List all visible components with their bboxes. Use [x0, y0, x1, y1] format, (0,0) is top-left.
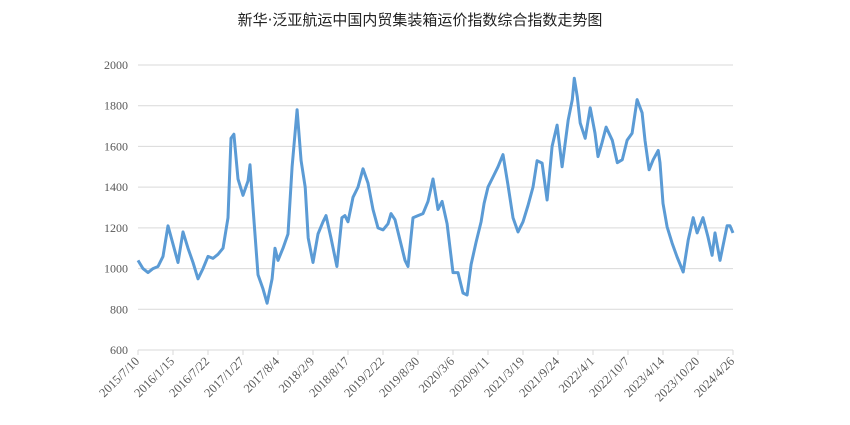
y-tick-label: 800	[110, 302, 128, 316]
y-tick-label: 2000	[104, 58, 128, 72]
x-tick-label: 2017/8/4	[241, 354, 283, 396]
y-tick-label: 1400	[104, 180, 128, 194]
y-tick-label: 1200	[104, 221, 128, 235]
chart-title: 新华·泛亚航运中国内贸集装箱运价指数综合指数走势图	[237, 11, 603, 29]
y-tick-label: 1600	[104, 139, 128, 153]
series-line	[136, 76, 735, 305]
y-tick-label: 1800	[104, 99, 128, 113]
y-tick-label: 600	[110, 343, 128, 357]
y-tick-label: 1000	[104, 262, 128, 276]
